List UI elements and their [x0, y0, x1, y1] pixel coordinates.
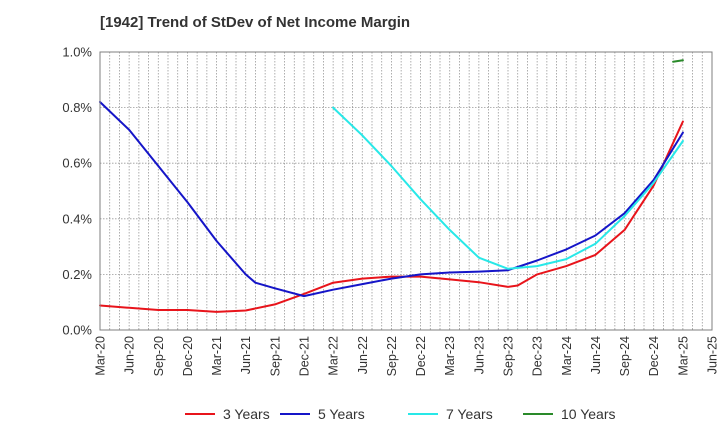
y-tick-label: 0.8% [62, 100, 92, 115]
legend-label-5-years: 5 Years [318, 406, 365, 422]
x-tick-label: Jun-21 [239, 336, 253, 374]
series-line-5-years [99, 101, 684, 298]
series-line-10-years [672, 59, 684, 63]
x-tick-label: Jun-23 [472, 336, 486, 374]
legend-label-3-years: 3 Years [223, 406, 270, 422]
x-tick-label: Mar-22 [327, 336, 341, 376]
grid-lines [99, 51, 713, 331]
x-tick-label: Mar-21 [210, 336, 224, 376]
x-tick-label: Jun-25 [706, 336, 720, 374]
y-tick-label: 1.0% [62, 45, 92, 60]
legend-label-10-years: 10 Years [561, 406, 616, 422]
x-tick-label: Jun-22 [356, 336, 370, 374]
x-tick-label: Sep-23 [502, 336, 516, 376]
x-tick-label: Mar-24 [560, 336, 574, 376]
x-tick-label: Jun-24 [589, 336, 603, 374]
chart-title: [1942] Trend of StDev of Net Income Marg… [100, 14, 411, 31]
y-tick-label: 0.2% [62, 267, 92, 282]
series-lines [99, 59, 684, 313]
x-axis-tick-labels: Mar-20 Jun-20 Sep-20 Dec-20 Mar-21 Jun-21 Sep-… [94, 336, 720, 376]
y-tick-label: 0.4% [62, 211, 92, 226]
x-tick-label: Jun-20 [123, 336, 137, 374]
x-tick-label: Dec-24 [647, 336, 661, 376]
x-tick-label: Sep-20 [152, 336, 166, 376]
y-tick-label: 0.6% [62, 156, 92, 171]
x-tick-label: Mar-20 [94, 336, 108, 376]
x-tick-label: Mar-23 [443, 336, 457, 376]
x-tick-label: Dec-21 [298, 336, 312, 376]
series-line-7-years [332, 106, 684, 270]
x-tick-label: Sep-24 [618, 336, 632, 376]
x-tick-label: Dec-22 [414, 336, 428, 376]
x-tick-label: Mar-25 [676, 336, 690, 376]
y-tick-label: 0.0% [62, 323, 92, 338]
plot-frame [99, 51, 713, 331]
legend-label-7-years: 7 Years [446, 406, 493, 422]
plot-area [100, 52, 712, 330]
x-tick-label: Sep-22 [385, 336, 399, 376]
legend: 3 Years 5 Years 7 Years 10 Years [185, 406, 616, 422]
y-axis-tick-labels: 0.0% 0.2% 0.4% 0.6% 0.8% 1.0% [62, 45, 92, 338]
x-tick-label: Dec-23 [531, 336, 545, 376]
x-tick-label: Dec-20 [181, 336, 195, 376]
x-tick-label: Sep-21 [268, 336, 282, 376]
